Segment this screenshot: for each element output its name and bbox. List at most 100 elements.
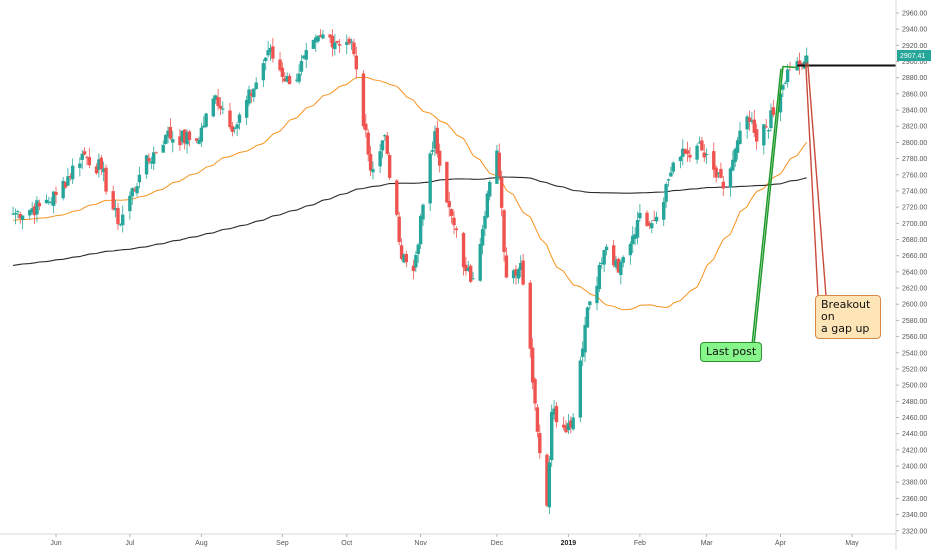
candle-body [178, 136, 182, 146]
time-tick-label: Mar [701, 540, 714, 547]
candle-body [685, 150, 690, 154]
candle-body [204, 113, 208, 127]
time-tick-label: Aug [195, 540, 208, 547]
candle-body [78, 163, 82, 168]
candle-body [702, 152, 706, 158]
candle-body [547, 462, 552, 508]
candle-body [395, 180, 399, 215]
candle-body [752, 119, 756, 133]
candle-body [449, 209, 454, 216]
price-tick-label: 2480.00 [902, 399, 927, 406]
candle-body [478, 244, 482, 281]
price-tick-label: 2840.00 [902, 108, 927, 115]
price-tick-label: 2520.00 [902, 366, 927, 373]
candle-body [70, 165, 75, 180]
candle-body [311, 39, 316, 49]
candle-body [328, 34, 332, 38]
time-tick-label: Sep [276, 540, 289, 547]
candle-body [118, 224, 123, 226]
candle-body [364, 123, 368, 131]
candle-body [35, 200, 39, 215]
candle-body [197, 139, 201, 144]
candle-body [664, 184, 668, 202]
price-tick-label: 2400.00 [902, 464, 927, 471]
candle-body [249, 93, 254, 96]
time-tick-label: Dec [491, 540, 504, 547]
candle-body [402, 254, 406, 263]
candle-body [781, 84, 785, 90]
time-tick-label: Nov [414, 540, 427, 547]
price-tick-label: 2340.00 [902, 512, 927, 519]
breakout-pointer-edge [807, 62, 827, 297]
candle-body [335, 40, 339, 43]
candle-body [561, 424, 566, 428]
candle-body [247, 89, 251, 104]
candle-body [161, 144, 165, 153]
candle-body [538, 433, 542, 454]
candle-body [516, 269, 521, 279]
last-post-pointer-edge [751, 68, 782, 346]
candle-body [778, 93, 783, 113]
candle-body [383, 135, 387, 137]
price-tick-label: 2960.00 [902, 10, 927, 17]
candle-body [194, 138, 199, 141]
price-axis: 2320.00 2340.00 2360.00 2380.00 2400.00 2420.… [895, 0, 927, 550]
candle-body [171, 139, 175, 143]
candle-body [283, 78, 287, 82]
annotation-lines [751, 62, 896, 346]
candle-body [47, 201, 51, 203]
candle-body [519, 262, 523, 271]
candle-body [82, 151, 87, 155]
time-tick-label: 2019 [561, 540, 577, 547]
ma-200-line [13, 176, 807, 266]
price-tick-label: 2460.00 [902, 415, 927, 422]
candle-body [378, 151, 382, 167]
candle-body [366, 132, 370, 155]
candle-body [147, 158, 151, 162]
candle-body [347, 38, 351, 44]
time-tick-label: Feb [634, 540, 646, 547]
candle-body [345, 42, 349, 45]
candle-body [805, 55, 809, 66]
candle-body [354, 55, 358, 70]
candle-body [621, 257, 625, 263]
candle-body [521, 260, 525, 285]
candle-body [678, 156, 683, 162]
candle-body [638, 212, 642, 219]
price-tick-label: 2420.00 [902, 447, 927, 454]
candle-body [30, 208, 34, 213]
last-price-label: 2907.41 [897, 49, 931, 61]
price-tick-label: 2740.00 [902, 188, 927, 195]
candle-body [545, 454, 549, 506]
candle-body [495, 150, 499, 184]
candle-body [302, 55, 306, 59]
candle-body [202, 125, 206, 128]
candle-body [113, 208, 118, 211]
candle-body [318, 35, 323, 37]
candle-body [111, 191, 115, 210]
candle-body [578, 360, 583, 418]
candle-body [63, 181, 68, 188]
candle-body [80, 153, 84, 160]
candle-body [464, 264, 468, 272]
candle-body [585, 307, 590, 328]
candle-body [352, 42, 356, 55]
candle-body [182, 129, 187, 144]
candle-body [504, 255, 509, 278]
candle-body [380, 140, 385, 151]
price-tick-label: 2760.00 [902, 172, 927, 179]
ma-50-line [13, 76, 808, 311]
breakout-pointer [805, 62, 819, 297]
candle-body [368, 154, 373, 171]
candle-body [66, 176, 70, 186]
candle-body [569, 420, 573, 428]
candle-body [704, 153, 709, 155]
candle-body [535, 407, 540, 432]
candle-body [337, 43, 342, 46]
candle-body [385, 135, 389, 154]
last-price-value: 2907.41 [900, 53, 925, 60]
candle-body [499, 177, 504, 208]
candle-body [583, 324, 587, 353]
price-tick-label: 2620.00 [902, 286, 927, 293]
